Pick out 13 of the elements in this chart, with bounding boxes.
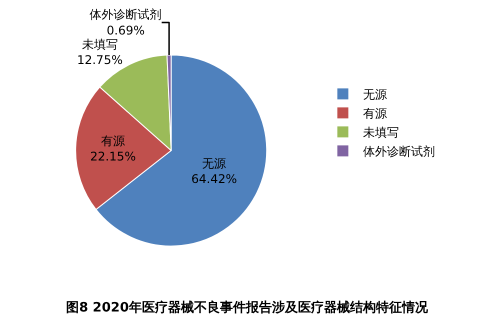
slice-label: 未填写 [82, 37, 118, 52]
data-label: 12.75% [76, 52, 123, 67]
text: 图8 2020年医疗器械不良事件报告涉及医疗器械结构特征情况 [66, 299, 429, 316]
legend-label: 无源 [362, 88, 387, 102]
slice-label: 无源 [202, 156, 226, 171]
data-label: 22.15% [90, 150, 136, 164]
data-label: 64.42% [191, 172, 237, 186]
slice-label: 有源 [100, 134, 125, 148]
legend-label: 未填写 [362, 126, 399, 140]
slice-label: 体外诊断试剂 [90, 8, 162, 22]
data-label: 0.69% [106, 23, 145, 38]
legend-label: 有源 [362, 106, 387, 121]
legend-label: 体外诊断试剂 [362, 144, 435, 159]
